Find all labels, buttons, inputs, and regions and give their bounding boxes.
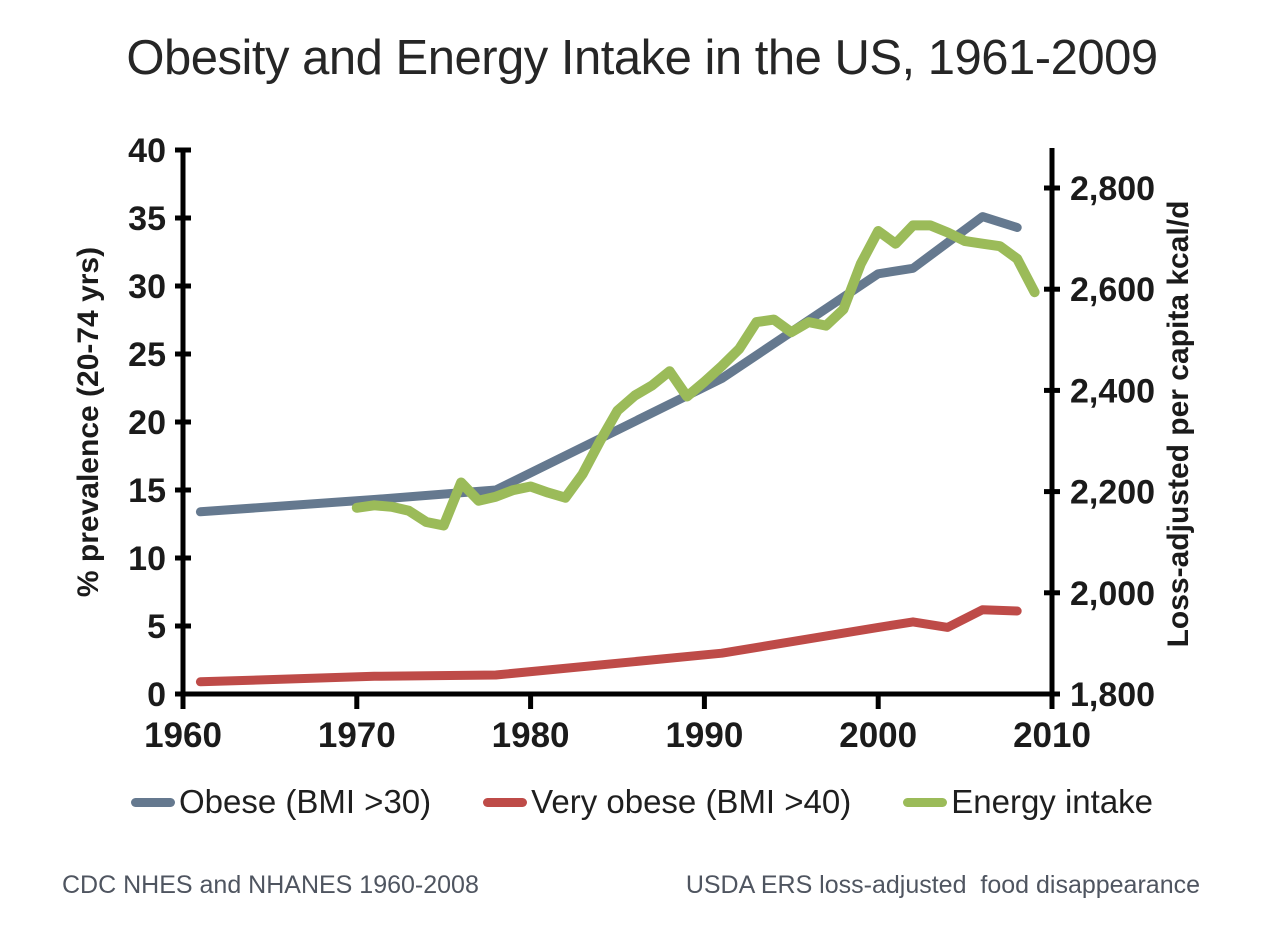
series-line-obese-bmi-30 (195, 212, 1022, 517)
legend-item-energy-intake: Energy intake (903, 783, 1153, 821)
y-left-tick-label: 10 (128, 540, 166, 578)
y-right-tick-label: 2,000 (1070, 575, 1155, 613)
y-right-tick-label: 1,800 (1070, 676, 1155, 714)
y-left-axis-title: % prevalence (20-74 yrs) (72, 247, 105, 597)
energy-intake-line-swatch (903, 797, 948, 807)
series-line-energy-intake (351, 220, 1040, 531)
y-right-tick-label: 2,400 (1070, 372, 1155, 410)
footnote-source-cdc: CDC NHES and NHANES 1960-2008 (62, 871, 479, 899)
y-left-tick-label: 20 (128, 404, 166, 442)
x-tick-label: 1970 (318, 716, 396, 755)
y-right-tick-label: 2,200 (1070, 474, 1155, 512)
obese-line-swatch (130, 797, 175, 807)
y-right-tick-label: 2,600 (1070, 271, 1155, 309)
x-tick-label: 1990 (665, 716, 743, 755)
legend-label-obese: Obese (BMI >30) (178, 783, 432, 820)
legend-item-obese: Obese (BMI >30) (130, 783, 432, 821)
chart-title: Obesity and Energy Intake in the US, 196… (126, 31, 1158, 85)
x-tick-label: 2000 (839, 716, 917, 755)
y-left-tick-label: 25 (128, 336, 166, 374)
legend-label-very-obese: Very obese (BMI >40) (531, 783, 852, 820)
series-line-very-obese-bmi-40 (195, 605, 1022, 687)
x-tick-label: 2010 (1013, 716, 1091, 755)
x-tick-label: 1960 (144, 716, 222, 755)
y-left-tick-label: 30 (128, 268, 166, 306)
x-tick-label: 1980 (492, 716, 570, 755)
y-left-tick-label: 5 (147, 608, 166, 646)
y-left-tick-label: 40 (128, 132, 166, 170)
y-right-axis-title: Loss-adjusted per capita kcal/d (1162, 201, 1195, 648)
footnote-source-usda: USDA ERS loss-adjusted food disappearanc… (685, 871, 1200, 899)
legend-label-energy-intake: Energy intake (951, 783, 1154, 820)
y-left-tick-label: 35 (128, 200, 166, 238)
very-obese-line-swatch (483, 797, 528, 807)
y-left-tick-label: 15 (128, 472, 166, 510)
legend-item-very-obese: Very obese (BMI >40) (483, 783, 851, 821)
legend: Obese (BMI >30) Very obese (BMI >40) Ene… (0, 779, 1284, 825)
y-right-tick-label: 2,800 (1070, 170, 1155, 208)
y-left-tick-label: 0 (147, 676, 166, 714)
